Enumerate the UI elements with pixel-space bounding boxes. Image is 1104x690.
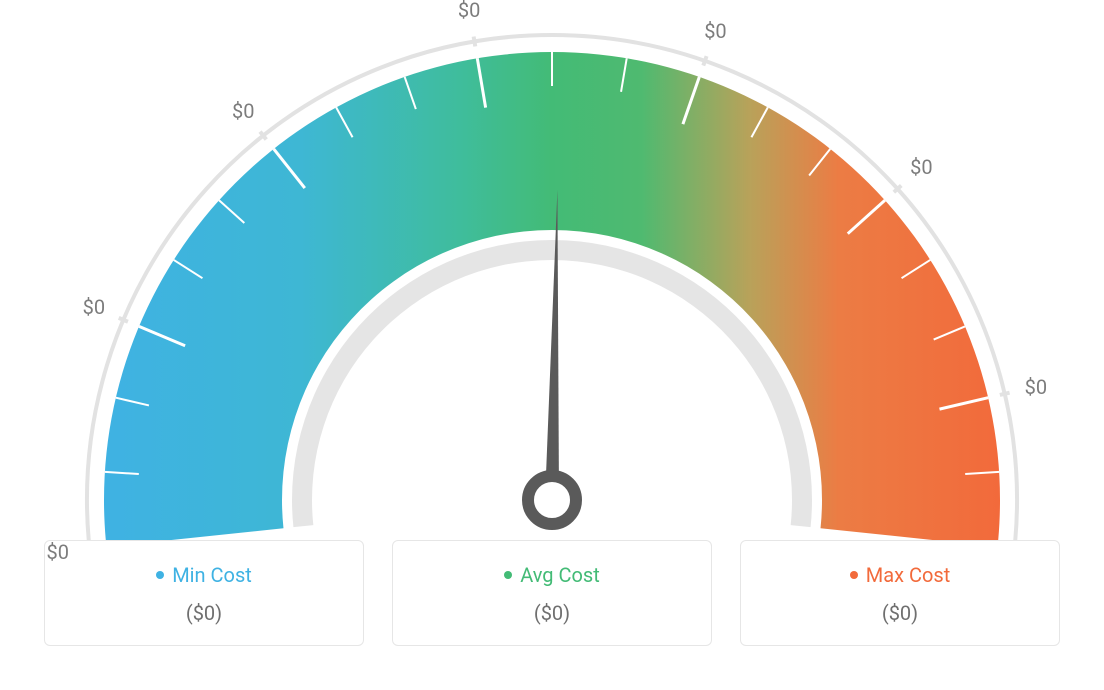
gauge-tick-label: $0 — [458, 0, 480, 22]
legend-card-avg: Avg Cost ($0) — [392, 540, 712, 646]
dot-icon — [504, 571, 512, 579]
legend-label: Min Cost — [172, 563, 252, 587]
legend-card-max: Max Cost ($0) — [740, 540, 1060, 646]
legend-value: ($0) — [55, 601, 353, 625]
legend-title-avg: Avg Cost — [403, 563, 701, 587]
cost-gauge-infographic: $0 $0 $0 $0 $0 $0 $0 Min Cost ($0) Avg Cost ($… — [0, 0, 1104, 690]
gauge-tick-label: $0 — [1025, 375, 1047, 399]
dot-icon — [156, 571, 164, 579]
legend-label: Avg Cost — [520, 563, 600, 587]
dot-icon — [850, 571, 858, 579]
gauge-tick-label: $0 — [46, 540, 68, 564]
legend-title-max: Max Cost — [751, 563, 1049, 587]
gauge-tick-label: $0 — [232, 99, 254, 123]
gauge-tick-label: $0 — [83, 295, 105, 319]
legend-row: Min Cost ($0) Avg Cost ($0) Max Cost ($0… — [22, 540, 1082, 646]
gauge-svg — [2, 0, 1102, 540]
gauge-tick-label: $0 — [704, 19, 726, 43]
legend-card-min: Min Cost ($0) — [44, 540, 364, 646]
legend-title-min: Min Cost — [55, 563, 353, 587]
gauge-tick-label: $0 — [910, 155, 932, 179]
legend-value: ($0) — [403, 601, 701, 625]
gauge-area: $0$0$0$0$0$0$0 — [2, 0, 1102, 540]
legend-value: ($0) — [751, 601, 1049, 625]
legend-label: Max Cost — [866, 563, 951, 587]
